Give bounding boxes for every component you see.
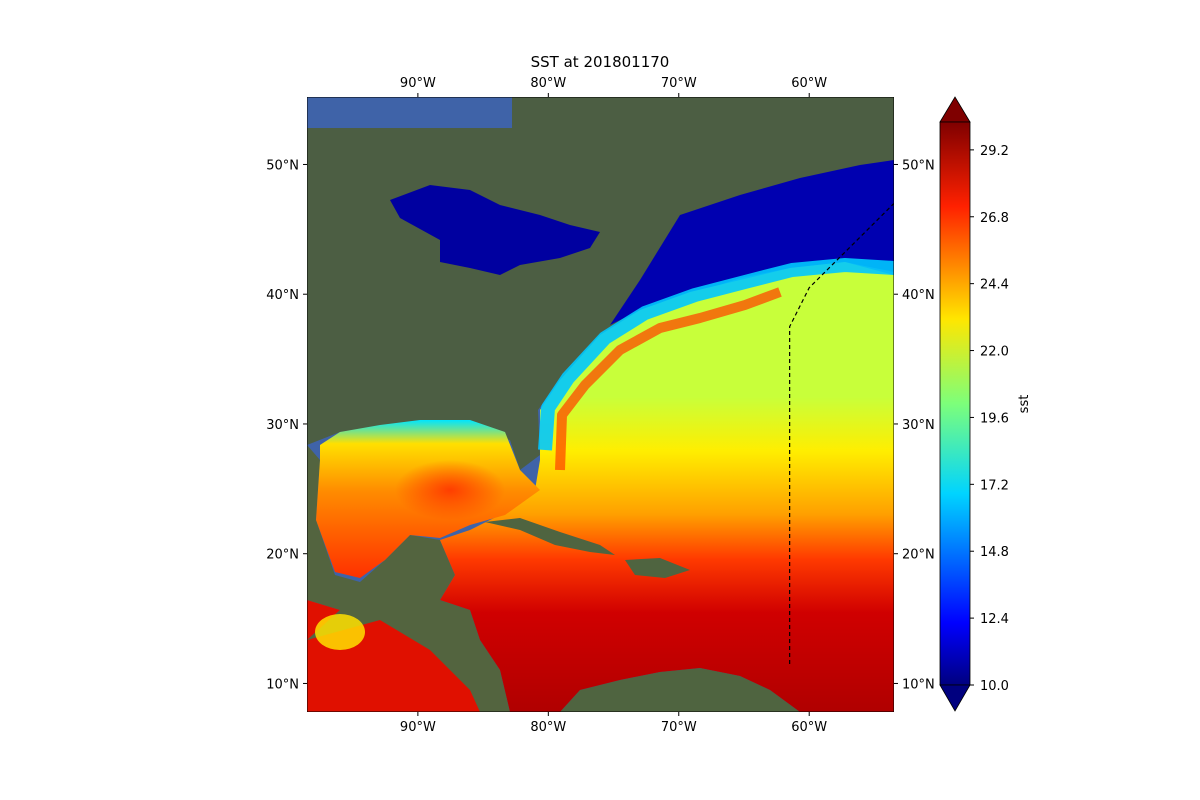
y-tick-label-right-1: 20°N bbox=[902, 548, 935, 563]
map-panel bbox=[307, 97, 894, 712]
x-tick-label-top-0: 90°W bbox=[400, 76, 436, 91]
y-ticks-right: 10°N 20°N 30°N 40°N 50°N bbox=[894, 158, 935, 692]
colorbar-extend-bottom bbox=[939, 684, 971, 712]
x-ticks-top: 90°W 80°W 70°W 60°W bbox=[400, 76, 827, 97]
x-tick-label-top-2: 70°W bbox=[661, 76, 697, 91]
colorbar-tick-label-8: 29.2 bbox=[980, 144, 1009, 159]
x-tick-label-top-1: 80°W bbox=[530, 76, 566, 91]
labrador-cold-water bbox=[610, 160, 894, 325]
colorbar: 10.0 12.4 14.8 17.2 19.6 22.0 24.4 26.8 29.2 sst bbox=[939, 96, 1032, 712]
colorbar-extend-top bbox=[939, 96, 971, 123]
y-tick-label-left-3: 40°N bbox=[266, 288, 299, 303]
y-tick-label-right-3: 40°N bbox=[902, 288, 935, 303]
x-ticks-bottom: 90°W 80°W 70°W 60°W bbox=[400, 712, 827, 735]
pacific-warm-patch bbox=[315, 614, 365, 650]
great-lakes bbox=[390, 185, 600, 275]
colorbar-ticks: 10.0 12.4 14.8 17.2 19.6 22.0 24.4 26.8 29.2 bbox=[970, 144, 1009, 694]
south-america-land bbox=[560, 668, 800, 712]
colorbar-tick-label-1: 12.4 bbox=[980, 612, 1009, 627]
hispaniola-land bbox=[625, 558, 690, 578]
cuba-land bbox=[485, 518, 615, 555]
y-tick-label-left-1: 20°N bbox=[266, 548, 299, 563]
x-tick-label-bottom-2: 70°W bbox=[661, 720, 697, 735]
colorbar-tick-label-6: 24.4 bbox=[980, 278, 1009, 293]
x-tick-label-bottom-0: 90°W bbox=[400, 720, 436, 735]
loop-current-warm-core bbox=[395, 460, 505, 520]
shelf-cold-fringe bbox=[538, 258, 894, 451]
y-tick-label-right-4: 50°N bbox=[902, 158, 935, 173]
boundary-dashed-line bbox=[789, 202, 894, 664]
y-tick-label-left-0: 10°N bbox=[266, 677, 299, 692]
colorbar-tick-label-7: 26.8 bbox=[980, 211, 1009, 226]
y-ticks-left: 10°N 20°N 30°N 40°N 50°N bbox=[266, 158, 307, 692]
colorbar-label: sst bbox=[1017, 395, 1032, 414]
y-tick-label-right-0: 10°N bbox=[902, 677, 935, 692]
pacific-sst bbox=[307, 600, 480, 712]
colorbar-tick-label-0: 10.0 bbox=[980, 679, 1009, 694]
y-tick-label-left-4: 50°N bbox=[266, 158, 299, 173]
chart-title: SST at 201801170 bbox=[531, 53, 670, 71]
colorbar-body bbox=[939, 121, 971, 686]
colorbar-tick-label-4: 19.6 bbox=[980, 411, 1009, 426]
gulf-stream-core bbox=[555, 287, 782, 471]
x-tick-label-bottom-3: 60°W bbox=[791, 720, 827, 735]
x-tick-label-bottom-1: 80°W bbox=[530, 720, 566, 735]
y-tick-label-left-2: 30°N bbox=[266, 418, 299, 433]
colorbar-tick-label-5: 22.0 bbox=[980, 345, 1009, 360]
y-tick-label-right-2: 30°N bbox=[902, 418, 935, 433]
colorbar-tick-label-2: 14.8 bbox=[980, 545, 1009, 560]
atlantic-sst bbox=[440, 262, 894, 712]
x-tick-label-top-3: 60°W bbox=[791, 76, 827, 91]
colorbar-tick-label-3: 17.2 bbox=[980, 478, 1009, 493]
